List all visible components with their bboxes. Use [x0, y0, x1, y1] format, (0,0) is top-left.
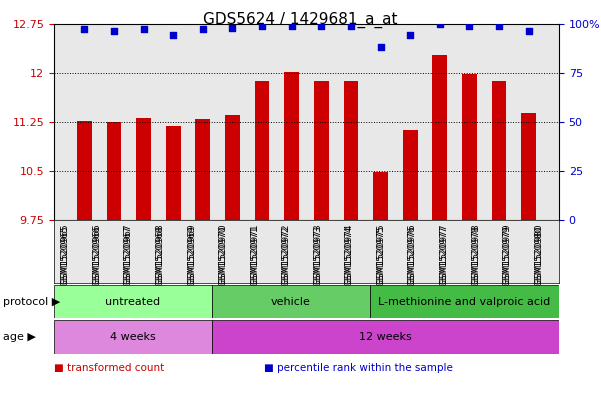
FancyBboxPatch shape [54, 285, 212, 318]
Bar [492, 81, 507, 220]
FancyBboxPatch shape [370, 285, 559, 318]
Bar [462, 74, 477, 220]
Text: GSM1520966: GSM1520966 [93, 225, 102, 286]
Text: GSM1520969: GSM1520969 [187, 225, 196, 286]
Bar [314, 81, 329, 220]
Text: GSM1520967: GSM1520967 [124, 223, 133, 284]
Text: GDS5624 / 1429681_a_at: GDS5624 / 1429681_a_at [203, 12, 398, 28]
Text: GSM1520973: GSM1520973 [313, 225, 322, 286]
Text: age ▶: age ▶ [3, 332, 36, 342]
Text: 12 weeks: 12 weeks [359, 332, 412, 342]
Text: GSM1520979: GSM1520979 [502, 225, 511, 286]
Point [376, 44, 385, 50]
Bar [166, 127, 181, 220]
Text: GSM1520970: GSM1520970 [219, 223, 228, 284]
Bar [195, 119, 210, 220]
Point [139, 26, 148, 33]
Point [405, 32, 415, 39]
Text: GSM1520978: GSM1520978 [471, 225, 480, 286]
Text: GSM1520975: GSM1520975 [376, 223, 385, 284]
Text: GSM1520973: GSM1520973 [313, 223, 322, 284]
Point [168, 32, 178, 39]
Text: GSM1520970: GSM1520970 [219, 225, 228, 286]
Text: GSM1520965: GSM1520965 [61, 223, 70, 284]
Text: GSM1520980: GSM1520980 [534, 223, 543, 284]
Text: GSM1520979: GSM1520979 [502, 223, 511, 284]
Text: GSM1520977: GSM1520977 [439, 225, 448, 286]
Bar [521, 113, 536, 220]
Bar [344, 81, 358, 220]
Text: GSM1520977: GSM1520977 [439, 223, 448, 284]
Bar [225, 115, 240, 220]
Text: GSM1520974: GSM1520974 [345, 223, 354, 284]
Point [228, 24, 237, 31]
Bar [284, 72, 299, 220]
Point [257, 22, 267, 29]
Bar [106, 123, 121, 220]
Text: GSM1520976: GSM1520976 [408, 225, 417, 286]
Text: GSM1520966: GSM1520966 [93, 223, 102, 284]
FancyBboxPatch shape [212, 285, 370, 318]
Text: protocol ▶: protocol ▶ [3, 297, 60, 307]
Point [494, 22, 504, 29]
FancyBboxPatch shape [212, 320, 559, 354]
Text: vehicle: vehicle [271, 297, 311, 307]
Bar [432, 55, 447, 220]
Point [346, 22, 356, 29]
FancyBboxPatch shape [54, 320, 212, 354]
Bar [403, 130, 418, 220]
Text: GSM1520968: GSM1520968 [156, 223, 165, 284]
Text: GSM1520980: GSM1520980 [534, 225, 543, 286]
Point [317, 22, 326, 29]
Bar [373, 172, 388, 220]
Text: GSM1520972: GSM1520972 [282, 225, 291, 286]
Text: GSM1520969: GSM1520969 [187, 223, 196, 284]
Text: ■ transformed count: ■ transformed count [54, 364, 164, 373]
Point [287, 22, 296, 29]
Text: L-methionine and valproic acid: L-methionine and valproic acid [378, 297, 551, 307]
Text: GSM1520978: GSM1520978 [471, 223, 480, 284]
Text: GSM1520974: GSM1520974 [345, 225, 354, 286]
Text: 4 weeks: 4 weeks [110, 332, 156, 342]
Point [109, 28, 119, 35]
Text: GSM1520975: GSM1520975 [376, 225, 385, 286]
Text: untreated: untreated [105, 297, 160, 307]
Text: GSM1520965: GSM1520965 [61, 225, 70, 286]
Text: GSM1520967: GSM1520967 [124, 225, 133, 286]
Point [524, 28, 534, 35]
Bar [77, 121, 92, 220]
Point [198, 26, 208, 33]
Bar [255, 81, 269, 220]
Text: GSM1520968: GSM1520968 [156, 225, 165, 286]
Text: ■ percentile rank within the sample: ■ percentile rank within the sample [264, 364, 453, 373]
Point [435, 20, 445, 27]
Point [79, 26, 89, 33]
Text: GSM1520972: GSM1520972 [282, 223, 291, 284]
Bar [136, 118, 151, 220]
Text: GSM1520971: GSM1520971 [250, 225, 259, 286]
Text: GSM1520976: GSM1520976 [408, 223, 417, 284]
Text: GSM1520971: GSM1520971 [250, 223, 259, 284]
Point [465, 22, 474, 29]
